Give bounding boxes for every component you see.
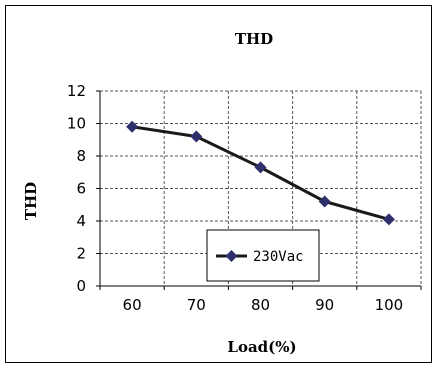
legend: 230Vac bbox=[206, 229, 320, 282]
x-tick-label: 60 bbox=[123, 296, 142, 314]
data-point bbox=[254, 161, 267, 174]
legend-marker bbox=[225, 250, 238, 262]
y-tick-label: 2 bbox=[76, 245, 86, 263]
chart-title: THD bbox=[235, 30, 273, 48]
y-axis-title: THD bbox=[22, 182, 40, 220]
y-tick-label: 0 bbox=[76, 277, 86, 295]
data-point bbox=[126, 120, 139, 133]
data-point bbox=[318, 195, 331, 208]
x-axis-title: Load(%) bbox=[227, 338, 296, 356]
x-tick-label: 90 bbox=[315, 296, 334, 314]
data-point bbox=[382, 213, 395, 226]
data-point bbox=[190, 130, 203, 143]
x-tick-label: 70 bbox=[187, 296, 206, 314]
y-tick-label: 8 bbox=[76, 147, 86, 165]
x-tick-label: 80 bbox=[251, 296, 270, 314]
y-tick-label: 12 bbox=[67, 82, 86, 100]
y-tick-label: 4 bbox=[76, 212, 86, 230]
x-tick-label: 100 bbox=[375, 296, 404, 314]
y-tick-label: 10 bbox=[67, 115, 86, 133]
legend-label: 230Vac bbox=[253, 249, 304, 265]
y-tick-label: 6 bbox=[76, 180, 86, 198]
